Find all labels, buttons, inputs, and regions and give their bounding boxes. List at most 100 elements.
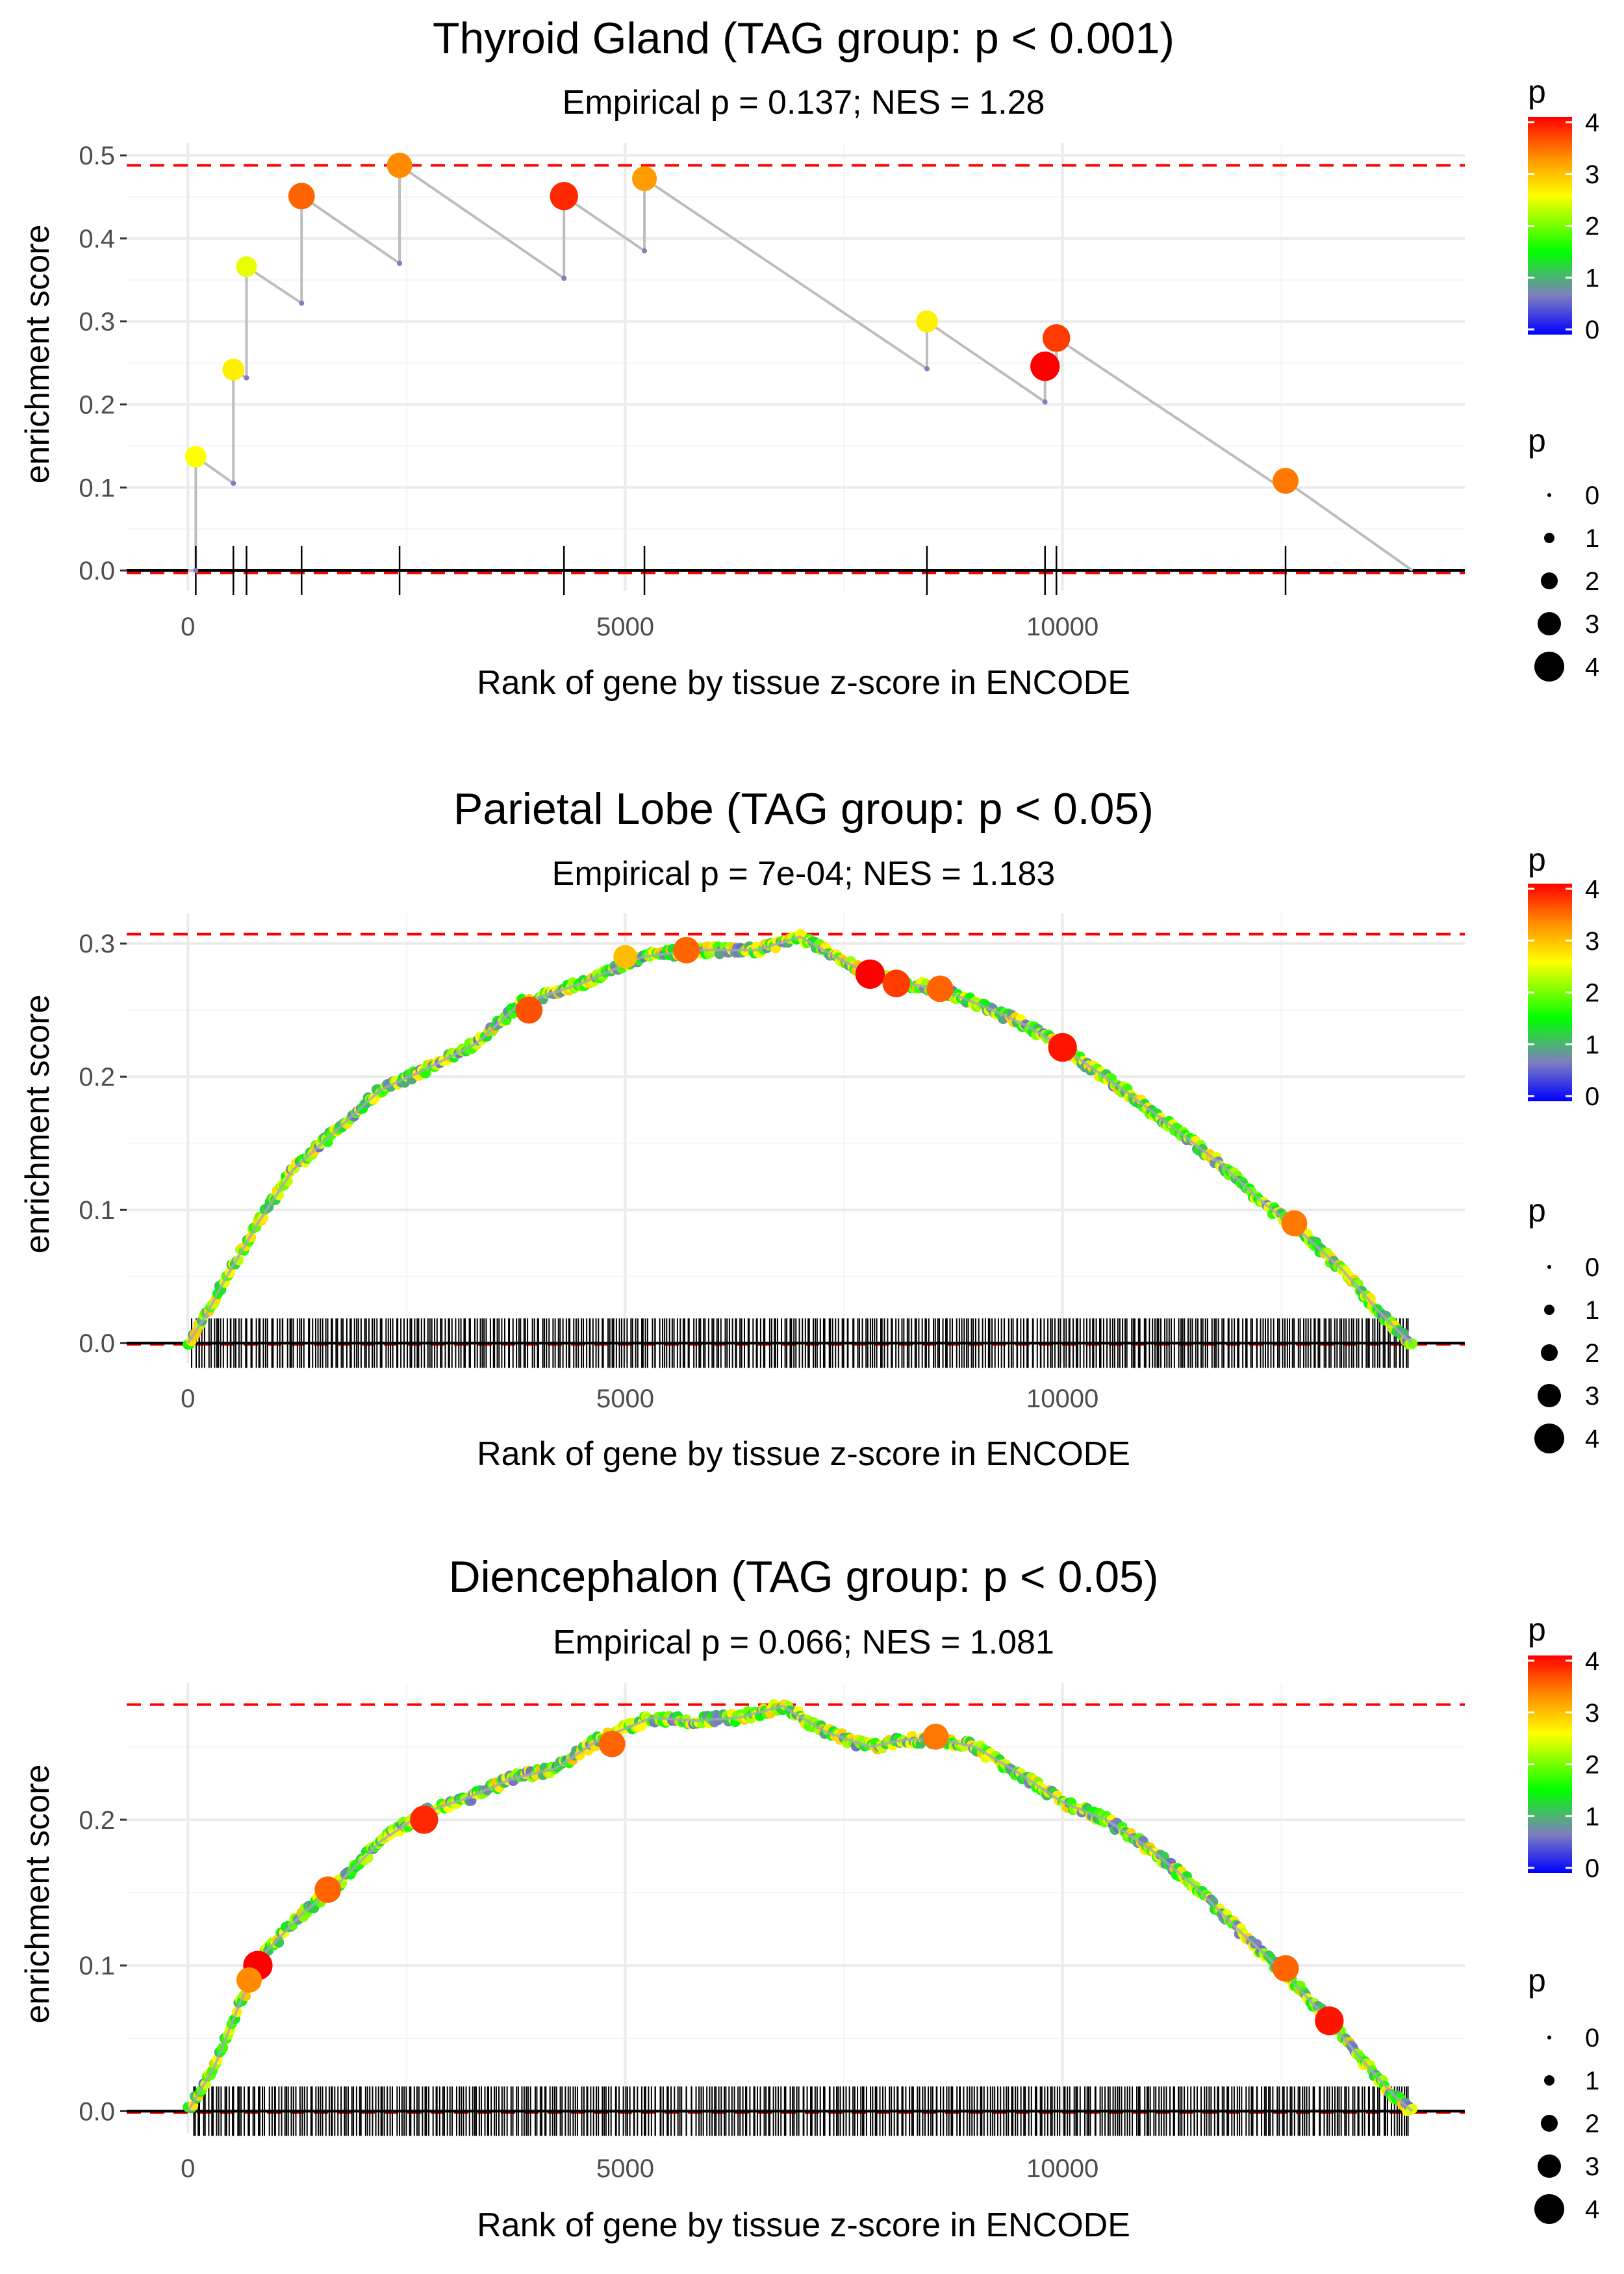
enrichment-path <box>186 935 1414 1344</box>
size-key-label: 0 <box>1585 481 1599 510</box>
highlight-point <box>598 1730 626 1757</box>
plot-area: 0.0 0.1 0.2 0.3 0.4 0.5 0 5000 10000 <box>79 142 1465 641</box>
highlight-point <box>1315 2006 1344 2036</box>
size-key-label: 0 <box>1585 2024 1599 2052</box>
chart-title: Thyroid Gland (TAG group: p < 0.001) <box>433 14 1174 63</box>
size-key-label: 3 <box>1585 2153 1599 2181</box>
chart-title: Diencephalon (TAG group: p < 0.05) <box>448 1552 1158 1602</box>
hit-point <box>1042 324 1071 352</box>
color-legend-title: p <box>1528 73 1546 110</box>
hit-point <box>1030 351 1060 381</box>
size-key-point <box>1534 1424 1564 1453</box>
curve-point <box>1407 2103 1418 2114</box>
colorbar-tick-label: 0 <box>1585 316 1599 344</box>
pre-hit-point <box>561 275 567 281</box>
colorbar-tick-label: 3 <box>1585 1699 1599 1728</box>
y-axis-label: enrichment score <box>19 1765 57 2024</box>
color-legend-title: p <box>1528 1611 1546 1648</box>
y-tick-label: 0.1 <box>79 474 115 502</box>
size-key-point <box>1534 652 1564 682</box>
y-tick-label: 0.3 <box>79 930 115 958</box>
size-key-point <box>1547 2036 1551 2039</box>
hit-point <box>916 310 938 333</box>
x-tick-label: 10000 <box>1026 2154 1098 2183</box>
colorbar-tick-label: 2 <box>1585 979 1599 1008</box>
pre-hit-point <box>642 248 648 254</box>
size-key-label: 3 <box>1585 610 1599 639</box>
size-key-label: 2 <box>1585 2110 1599 2138</box>
plot-area: 0.0 0.1 0.2 0.3 0 5000 10000 <box>79 913 1465 1413</box>
size-key-point <box>1538 612 1561 635</box>
y-tick-label: 0.0 <box>79 1329 115 1358</box>
size-key-point <box>1541 2115 1558 2132</box>
size-key-point <box>1541 1344 1558 1361</box>
highlight-point <box>1272 1955 1299 1982</box>
y-tick-label: 0.0 <box>79 557 115 585</box>
hit-point <box>1273 468 1299 494</box>
chart-subtitle: Empirical p = 0.066; NES = 1.081 <box>553 1624 1054 1661</box>
y-tick-label: 0.2 <box>79 1806 115 1835</box>
pre-hit-point <box>299 300 305 306</box>
colorbar-tick-label: 0 <box>1585 1082 1599 1111</box>
x-tick-label: 5000 <box>596 1385 654 1413</box>
curve-points <box>183 1698 1418 2117</box>
curve-point <box>273 1190 285 1201</box>
size-key-label: 1 <box>1585 1296 1599 1325</box>
pre-hit-point <box>397 261 403 266</box>
colorbar-tick-label: 3 <box>1585 160 1599 189</box>
enrichment-path <box>188 162 1414 572</box>
legend: p 0 1 2 3 4 p 0 1 2 3 4 <box>1528 841 1599 1453</box>
pre-hit-point <box>924 366 930 372</box>
colorbar <box>1528 1655 1572 1873</box>
highlight-point <box>236 1967 262 1993</box>
y-tick-label: 0.1 <box>79 1196 115 1225</box>
x-tick-label: 5000 <box>596 2154 654 2183</box>
highlight-point <box>613 945 637 969</box>
y-axis-label: enrichment score <box>19 995 57 1254</box>
x-tick-label: 0 <box>181 2154 195 2183</box>
size-key-label: 2 <box>1585 1339 1599 1368</box>
size-key-label: 1 <box>1585 2067 1599 2095</box>
plot-area: 0.0 0.1 0.2 0 5000 10000 <box>79 1683 1465 2183</box>
size-key-label: 4 <box>1585 1425 1599 1453</box>
colorbar-tick-label: 1 <box>1585 1802 1599 1831</box>
pre-hit-point <box>193 568 199 574</box>
y-tick-label: 0.1 <box>79 1952 115 1980</box>
colorbar-tick-label: 3 <box>1585 927 1599 956</box>
x-axis-label: Rank of gene by tissue z-score in ENCODE <box>477 1435 1130 1473</box>
pre-hit-point <box>244 375 249 381</box>
highlight-point <box>1281 1210 1308 1236</box>
highlight-point <box>882 969 911 997</box>
panel-parietal-lobe: Parietal Lobe (TAG group: p < 0.05) Empi… <box>19 784 1599 1473</box>
pre-hit-point <box>1042 399 1048 405</box>
legend: p 0 1 2 3 4 p 0 1 2 3 4 <box>1528 73 1599 682</box>
y-tick-label: 0.5 <box>79 142 115 170</box>
highlight-point <box>922 1724 949 1750</box>
hit-point <box>184 446 207 468</box>
hit-point <box>387 152 412 179</box>
highlight-point <box>515 996 543 1024</box>
size-legend-title: p <box>1528 1962 1546 1999</box>
colorbar-tick-label: 0 <box>1585 1854 1599 1883</box>
y-axis-label: enrichment score <box>19 225 57 484</box>
x-tick-label: 0 <box>181 1385 195 1413</box>
hit-point <box>631 166 657 192</box>
size-legend-title: p <box>1528 422 1546 459</box>
size-key-point <box>1534 2194 1564 2224</box>
size-key-label: 0 <box>1585 1253 1599 1282</box>
size-key-point <box>1538 1384 1561 1407</box>
colorbar-tick-label: 1 <box>1585 1030 1599 1059</box>
chart-subtitle: Empirical p = 7e-04; NES = 1.183 <box>552 855 1056 893</box>
size-key-point <box>1544 2075 1554 2086</box>
pre-hit-point <box>231 480 236 486</box>
highlight-point <box>926 975 954 1003</box>
x-tick-label: 10000 <box>1026 1385 1098 1413</box>
highlight-point <box>410 1806 438 1834</box>
x-axis-label: Rank of gene by tissue z-score in ENCODE <box>477 2206 1130 2244</box>
hit-point <box>222 358 245 381</box>
size-key-label: 4 <box>1585 2195 1599 2224</box>
colorbar-tick-label: 4 <box>1585 875 1599 904</box>
chart-subtitle: Empirical p = 0.137; NES = 1.28 <box>563 84 1045 121</box>
size-key-point <box>1544 1305 1554 1315</box>
